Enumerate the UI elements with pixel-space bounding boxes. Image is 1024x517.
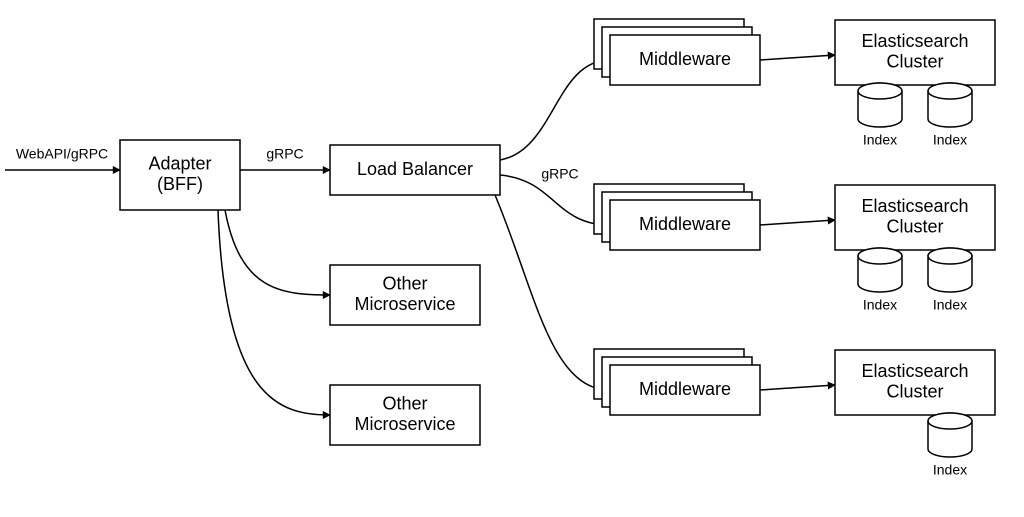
cylinder-es2b (928, 248, 972, 292)
cylinder-es2a (858, 248, 902, 292)
node-label-mw1: Middleware (639, 49, 731, 69)
node-label-es2: Elasticsearch (861, 196, 968, 216)
node-label-es3: Elasticsearch (861, 361, 968, 381)
cylinder-es1b (928, 83, 972, 127)
edge-label-in-adapter: WebAPI/gRPC (16, 146, 108, 162)
node-label-mw2: Middleware (639, 214, 731, 234)
node-label-es1: Cluster (886, 52, 943, 72)
edge-mw1-es1 (760, 55, 835, 60)
node-label-mw3: Middleware (639, 379, 731, 399)
edge-mw2-es2 (760, 220, 835, 225)
cylinder-label-es1b: Index (933, 132, 967, 148)
edge-adapter-other1 (225, 210, 330, 295)
node-label-other1: Other (382, 273, 427, 293)
cylinder-es1a (858, 83, 902, 127)
node-label-other2: Microservice (354, 414, 455, 434)
architecture-diagram: WebAPI/gRPC gRPC gRPC Adapter(BFF) Load Bala… (0, 0, 1024, 517)
cylinder-es3a (928, 413, 972, 457)
node-label-other2: Other (382, 393, 427, 413)
node-label-adapter: Adapter (148, 153, 211, 173)
node-label-es3: Cluster (886, 382, 943, 402)
edge-label-adapter-lb: gRPC (266, 146, 303, 162)
cylinder-label-es2a: Index (863, 297, 897, 313)
cylinder-label-es2b: Index (933, 297, 967, 313)
edge-adapter-other2 (218, 210, 330, 415)
edge-mw3-es3 (760, 385, 835, 390)
node-label-other1: Microservice (354, 294, 455, 314)
node-label-adapter: (BFF) (157, 174, 203, 194)
edge-lb-mw1 (500, 60, 610, 160)
edge-lb-mw3 (495, 195, 610, 390)
node-label-es2: Cluster (886, 217, 943, 237)
cylinder-label-es1a: Index (863, 132, 897, 148)
edge-label-lb-mw2: gRPC (541, 166, 578, 182)
node-label-loadbalancer: Load Balancer (357, 159, 473, 179)
cylinder-label-es3a: Index (933, 462, 967, 478)
node-label-es1: Elasticsearch (861, 31, 968, 51)
